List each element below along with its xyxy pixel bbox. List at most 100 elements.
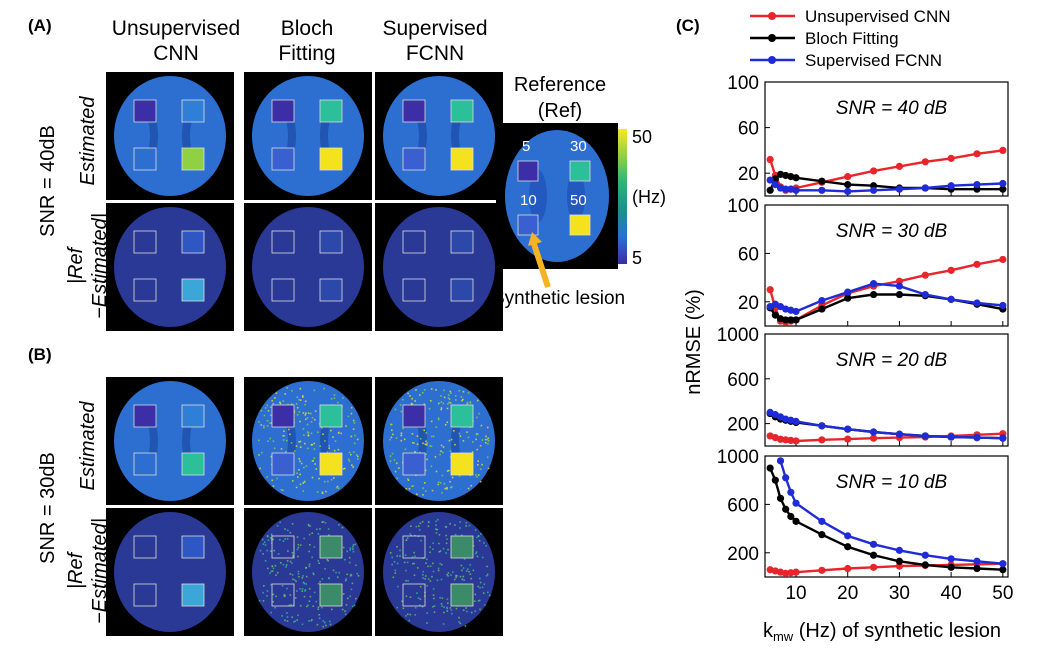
subplot-frame [764,333,1009,447]
series-line-2 [769,282,1003,313]
series-point-2 [792,499,800,507]
panel-label-b: (B) [28,345,52,364]
col-head-supervised-fcnn: Supervised FCNN [365,16,505,66]
series-point-2 [818,186,826,194]
series-point-2 [818,422,826,430]
colorbar-max-label: 50 [632,127,653,147]
map-unsupervised-cnn-difference-snr30 [106,508,234,636]
series-point-0 [766,286,774,294]
series-point-0 [999,146,1007,154]
chart-legend: Unsupervised CNN Bloch Fitting Supervised … [750,7,951,70]
series-point-2 [869,186,878,194]
ref-label-30: 30 [570,138,587,155]
series-point-2 [792,186,800,194]
subplot-2: 200 600 1000 SNR = 20 dB [717,325,1009,447]
ref-label-10: 10 [520,192,537,209]
subplot-frame [764,204,1009,327]
series-point-1 [818,177,826,185]
x-tick-label: 40 [941,583,962,604]
nrmse-chart: Unsupervised CNN Bloch Fitting Supervised … [683,7,1014,644]
synthetic-lesion-arrow [528,232,551,288]
series-point-2 [844,532,852,540]
series-point-1 [792,316,800,324]
series-point-1 [895,557,904,565]
series-point-2 [869,540,878,548]
series-point-2 [947,433,955,441]
series-point-2 [973,299,981,307]
legend-label-2: Supervised FCNN [805,51,942,70]
series-point-2 [844,288,852,296]
chart-y-axis-label: nRMSE (%) [683,289,705,395]
series-point-2 [947,295,955,303]
series-point-1 [792,174,800,182]
col-head-line2: Fitting [278,42,336,65]
series-point-0 [869,563,878,571]
map-supervised-fcnn-estimated-snr30 [375,377,503,505]
series-point-2 [921,432,929,440]
col-head-unsupervised-cnn: Unsupervised CNN [106,16,246,66]
series-point-1 [895,290,904,299]
map-supervised-fcnn-estimated-snr40 [375,72,503,200]
legend-label-1: Bloch Fitting [805,29,899,48]
subplot-title: SNR = 10 dB [836,472,948,493]
series-point-2 [895,185,904,193]
series-point-2 [895,282,904,290]
col-head-line2: FCNN [405,42,465,65]
series-point-2 [999,179,1007,188]
series-point-0 [921,271,929,279]
x-tick-label: 30 [889,583,910,604]
series-point-0 [792,568,800,576]
x-tick-label: 50 [992,583,1013,604]
series-point-2 [869,428,878,436]
series-point-1 [782,505,790,513]
y-tick-label: 200 [727,544,759,565]
series-point-2 [947,182,955,190]
series-point-1 [973,564,981,573]
series-point-0 [792,437,800,445]
series-point-0 [973,260,981,268]
panel-label-c: (C) [676,16,700,35]
map-bloch-fitting-estimated-snr30 [244,377,372,505]
ref-label-50: 50 [570,192,587,209]
x-tick-label: 10 [785,583,806,604]
col-head-line1: Unsupervised [111,17,241,40]
y-tick-label: 60 [738,119,759,140]
series-point-0 [947,266,955,274]
series-point-2 [766,176,774,184]
map-supervised-fcnn-difference-snr30 [375,508,503,636]
series-point-1 [999,566,1007,574]
subplot-0: 20 60 100 SNR = 40 dB [727,73,1009,197]
subplot-3: 200 600 1000 10 20 30 40 50 SNR = 10 dB [717,447,1014,604]
series-point-2 [973,557,981,565]
series-point-0 [844,173,852,181]
series-line-0 [769,258,1004,324]
series-point-2 [921,290,929,299]
x-tick-label: 20 [837,583,858,604]
series-point-1 [844,294,852,302]
col-head-line2: CNN [153,42,199,65]
y-tick-label: 600 [727,495,759,516]
series-point-0 [766,155,774,164]
map-unsupervised-cnn-difference-snr40 [106,203,234,331]
series-point-0 [818,436,826,444]
col-head-line1: Supervised [382,17,488,40]
series-point-1 [782,316,790,324]
y-tick-label: 200 [727,415,759,436]
series-point-1 [771,311,779,319]
chart-x-axis-label: kmw (Hz) of synthetic lesion [763,620,1001,644]
series-point-1 [947,563,955,571]
reference-title: Reference (Ref) [490,72,630,124]
map-supervised-fcnn-difference-snr40 [375,203,503,331]
y-tick-label: 1000 [717,447,759,468]
series-point-1 [818,305,826,313]
subplot-frame [764,455,1009,578]
panel-label-a: (A) [28,16,52,35]
series-point-2 [844,187,852,196]
reference-title-line1: Reference [513,74,607,96]
series-point-2 [771,181,779,189]
series-point-2 [792,417,800,425]
legend-label-0: Unsupervised CNN [805,7,951,26]
y-tick-label: 60 [738,244,759,265]
series-point-1 [869,290,878,299]
series-point-1 [771,476,779,484]
